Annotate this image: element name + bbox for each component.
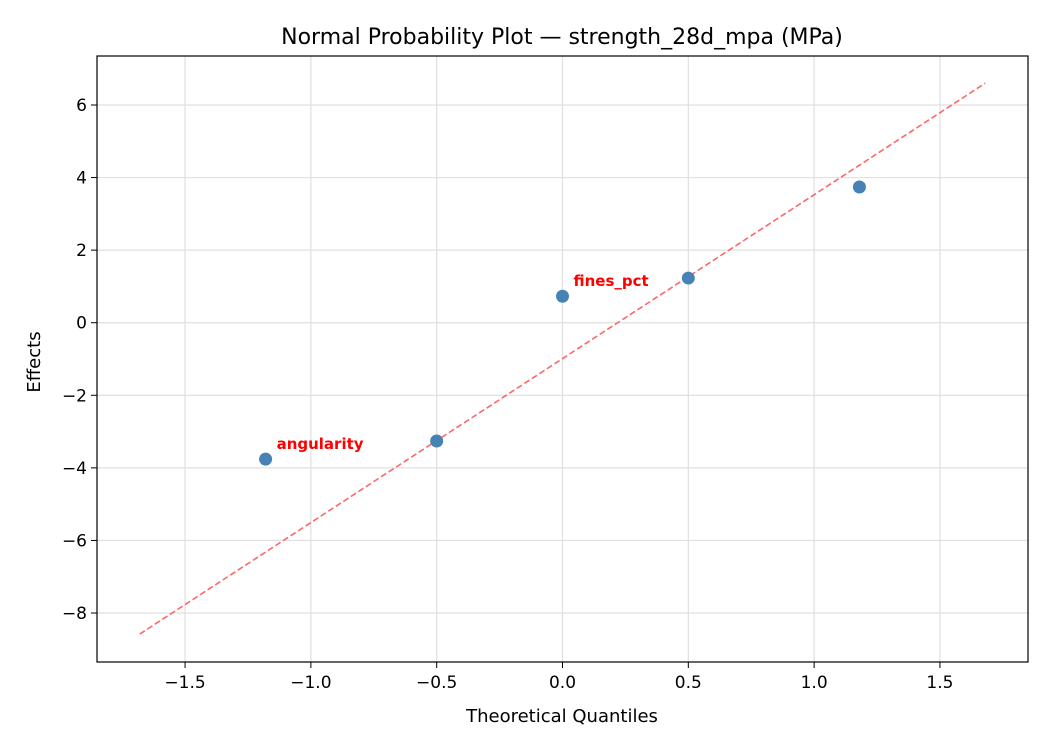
reference-line bbox=[139, 82, 986, 635]
y-tick-label: −2 bbox=[62, 386, 87, 406]
x-tick-label: −1.0 bbox=[290, 673, 331, 693]
x-tick-label: 1.5 bbox=[926, 673, 953, 693]
y-tick-label: 4 bbox=[76, 169, 87, 189]
y-tick-label: −6 bbox=[62, 531, 87, 551]
reference-line-group bbox=[139, 82, 986, 635]
y-tick-label: −8 bbox=[62, 604, 87, 624]
point-annotation: angularity bbox=[277, 435, 364, 453]
x-tick-label: 0.5 bbox=[675, 673, 702, 693]
data-point bbox=[681, 271, 695, 285]
y-axis-label: Effects bbox=[24, 331, 45, 392]
data-point bbox=[852, 180, 866, 194]
y-tick-label: 2 bbox=[76, 241, 87, 261]
y-tick-label: 0 bbox=[76, 314, 87, 334]
x-axis: −1.5 −1.0 −0.5 0.0 0.5 1.0 1.5 bbox=[164, 662, 953, 693]
data-point bbox=[556, 289, 569, 303]
y-axis: −8 −6 −4 −2 0 2 4 6 bbox=[62, 96, 97, 624]
x-tick-label: 0.0 bbox=[549, 673, 576, 693]
x-tick-label: 1.0 bbox=[801, 673, 828, 693]
y-tick-label: −4 bbox=[62, 459, 87, 479]
x-tick-label: −1.5 bbox=[164, 673, 205, 693]
points-group: angularity fines_pct bbox=[259, 180, 866, 466]
data-point bbox=[259, 452, 273, 466]
point-annotation: fines_pct bbox=[574, 272, 649, 290]
y-tick-label: 6 bbox=[76, 96, 87, 116]
x-tick-label: −0.5 bbox=[416, 673, 457, 693]
data-point bbox=[430, 434, 444, 448]
grid bbox=[97, 56, 1028, 662]
x-axis-label: Theoretical Quantiles bbox=[465, 706, 658, 727]
chart-title: Normal Probability Plot — strength_28d_m… bbox=[281, 25, 843, 50]
